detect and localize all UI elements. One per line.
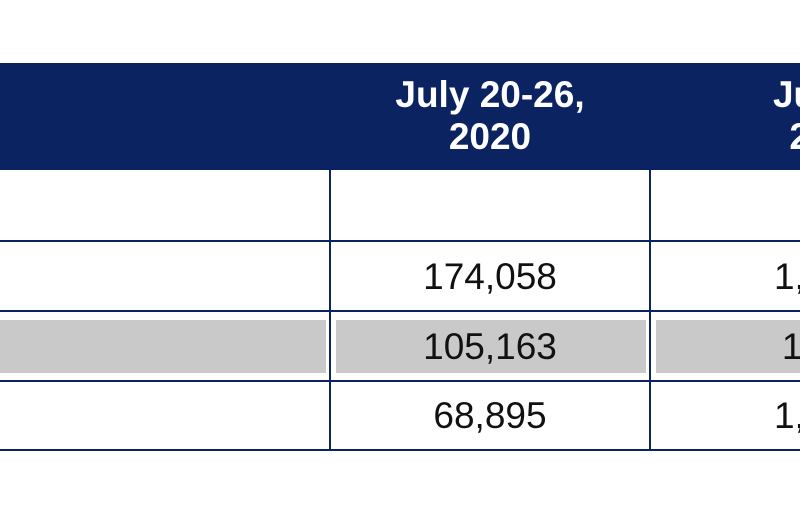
- table-row: [0, 170, 800, 240]
- column-divider: [649, 170, 651, 451]
- row-divider: [0, 380, 800, 382]
- row-divider: [0, 168, 800, 170]
- table-row: 68,895 1,41: [0, 382, 800, 449]
- column-header-line: July 20-26,: [395, 73, 585, 115]
- table-cell: 174,058: [423, 255, 557, 297]
- row-divider: [0, 449, 800, 451]
- row-divider: [0, 240, 800, 242]
- table-header: [0, 63, 800, 168]
- table-row: 174,058 1,52: [0, 242, 800, 311]
- column-header-line: 2020: [448, 115, 532, 157]
- row-shading: [656, 320, 800, 373]
- column-header-line: 20: [789, 115, 800, 157]
- column-header-line: July: [772, 73, 800, 115]
- table-cell: 105,163: [423, 325, 557, 367]
- data-table: July 20-26, 2020 July 20 174,058 1,52 10…: [0, 63, 800, 451]
- column-divider: [329, 170, 331, 451]
- row-shading: [0, 320, 326, 373]
- table-cell: 111: [781, 325, 800, 367]
- table-cell: [650, 170, 800, 240]
- table-cell: 68,895: [433, 394, 547, 436]
- row-divider: [0, 310, 800, 312]
- table-row-shaded: 105,163 111: [0, 312, 800, 381]
- column-header-july-2020: July 20: [650, 63, 800, 168]
- table-cell: 1,52: [773, 255, 800, 297]
- row-shading: [336, 320, 646, 373]
- table-cell: 1,41: [773, 394, 800, 436]
- table-cell: [330, 170, 650, 240]
- column-header-july-20-26-2020: July 20-26, 2020: [330, 63, 650, 168]
